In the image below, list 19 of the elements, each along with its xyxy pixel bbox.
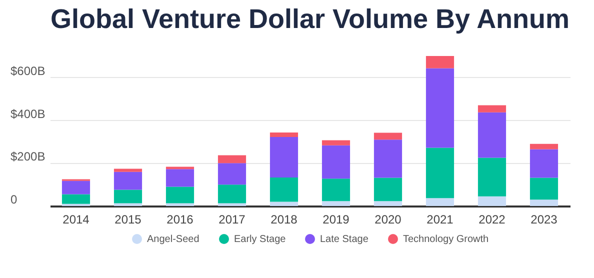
- x-tick-label: 2020: [374, 212, 402, 226]
- x-tick-label: 2022: [478, 212, 506, 226]
- x-tick-label: 2016: [166, 212, 194, 226]
- legend-label: Late Stage: [320, 234, 369, 245]
- legend-label: Angel-Seed: [147, 234, 200, 245]
- legend-label: Early Stage: [234, 234, 286, 245]
- y-tick-label: $600B: [10, 64, 46, 78]
- x-tick-label: 2018: [270, 212, 298, 226]
- chart-title: Global Venture Dollar Volume By Annum: [50, 4, 570, 34]
- x-tick-label: 2021: [426, 212, 454, 226]
- x-tick-label: 2019: [322, 212, 350, 226]
- x-tick-label: 2017: [218, 212, 246, 226]
- x-tick-label: 2015: [114, 212, 142, 226]
- x-tick-label: 2014: [62, 212, 90, 226]
- y-tick-label: $200B: [10, 150, 46, 164]
- y-tick-label: $400B: [10, 106, 46, 121]
- legend-label: Technology Growth: [403, 234, 489, 245]
- y-tick-label: 0: [10, 192, 18, 206]
- x-tick-label: 2023: [530, 212, 558, 226]
